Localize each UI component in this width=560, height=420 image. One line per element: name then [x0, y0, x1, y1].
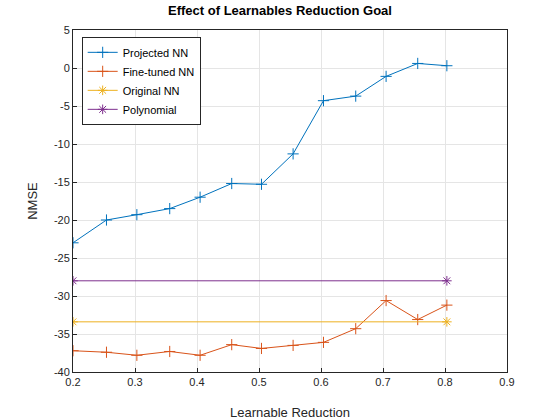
svg-text:-35: -35 [54, 328, 70, 340]
svg-text:Polynomial: Polynomial [123, 104, 177, 116]
svg-text:Effect of Learnables Reduction: Effect of Learnables Reduction Goal [168, 3, 392, 18]
svg-text:-20: -20 [54, 214, 70, 226]
svg-text:Original NN: Original NN [123, 85, 180, 97]
svg-text:0: 0 [64, 62, 70, 74]
svg-text:-25: -25 [54, 252, 70, 264]
svg-text:0.2: 0.2 [65, 376, 80, 388]
svg-text:-10: -10 [54, 138, 70, 150]
svg-text:0.5: 0.5 [251, 376, 266, 388]
svg-text:-5: -5 [60, 100, 70, 112]
svg-text:Fine-tuned NN: Fine-tuned NN [123, 66, 195, 78]
svg-text:-30: -30 [54, 290, 70, 302]
svg-text:-15: -15 [54, 176, 70, 188]
svg-text:0.7: 0.7 [375, 376, 390, 388]
svg-text:Projected NN: Projected NN [123, 47, 188, 59]
svg-text:5: 5 [64, 24, 70, 36]
svg-text:0.6: 0.6 [313, 376, 328, 388]
svg-text:0.9: 0.9 [499, 376, 514, 388]
svg-text:0.8: 0.8 [437, 376, 452, 388]
svg-text:NMSE: NMSE [25, 182, 40, 220]
svg-text:0.3: 0.3 [127, 376, 142, 388]
svg-text:Learnable Reduction: Learnable Reduction [230, 405, 350, 420]
svg-text:0.4: 0.4 [189, 376, 204, 388]
svg-text:-40: -40 [54, 366, 70, 378]
